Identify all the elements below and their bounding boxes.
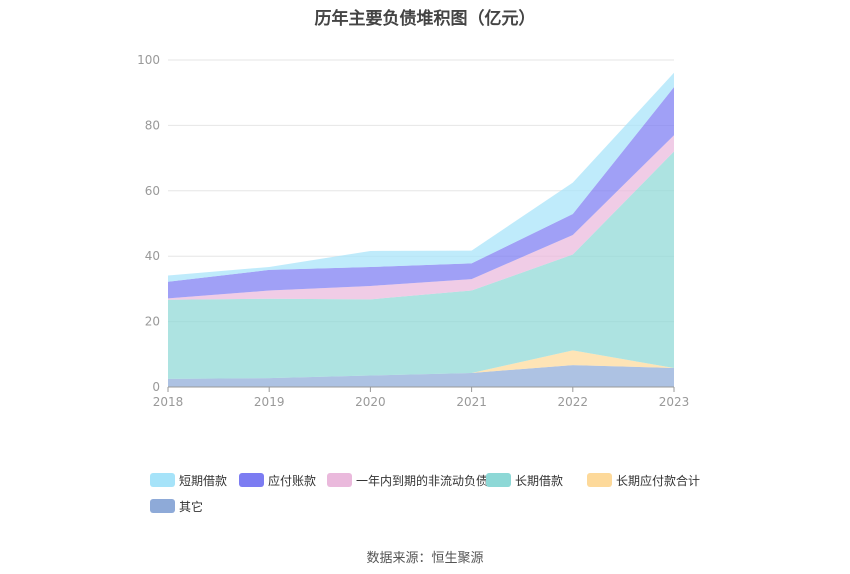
legend-swatch [327,473,352,487]
legend-item[interactable]: 短期借款 [150,472,227,488]
source-note: 数据来源：恒生聚源 [366,551,484,566]
chart-title: 历年主要负债堆积图（亿元） [314,9,536,29]
legend-label: 短期借款 [179,473,228,488]
legend-swatch [150,473,175,487]
legend-label: 其它 [179,499,204,514]
area-series-一年内到期的非流动负债 [168,135,674,300]
legend-label: 一年内到期的非流动负债 [356,473,489,488]
y-tick-label: 80 [145,118,160,132]
legend-item[interactable]: 长期借款 [486,472,563,488]
area-series [168,72,674,387]
y-tick-label: 0 [152,380,160,394]
y-tick-label: 60 [145,184,160,198]
legend-item[interactable]: 应付账款 [239,472,316,488]
x-tick-label: 2023 [659,395,690,409]
legend-swatch [239,473,264,487]
legend-swatch [587,473,612,487]
y-tick-label: 40 [145,249,160,263]
legend-item[interactable]: 其它 [150,498,203,514]
x-tick-label: 2020 [355,395,386,409]
legend-label: 应付账款 [268,473,317,488]
legend-label: 长期应付款合计 [616,473,701,488]
y-tick-label: 20 [145,315,160,329]
x-tick-label: 2019 [254,395,285,409]
x-tick-label: 2022 [558,395,589,409]
area-series-长期应付款合计 [168,350,674,379]
legend-item[interactable]: 长期应付款合计 [587,472,700,488]
y-tick-label: 100 [137,53,160,67]
x-tick-label: 2021 [456,395,487,409]
area-series-长期借款 [168,151,674,379]
area-series-应付账款 [168,87,674,299]
x-tick-label: 2018 [153,395,184,409]
legend-label: 长期借款 [515,473,564,488]
area-series-其它 [168,365,674,387]
legend-swatch [486,473,511,487]
axes: 0 20 40 60 80 100 2018 2019 2020 2021 2022 2023 [137,53,689,409]
legend-item[interactable]: 一年内到期的非流动负债 [327,472,488,488]
legend-swatch [150,499,175,513]
